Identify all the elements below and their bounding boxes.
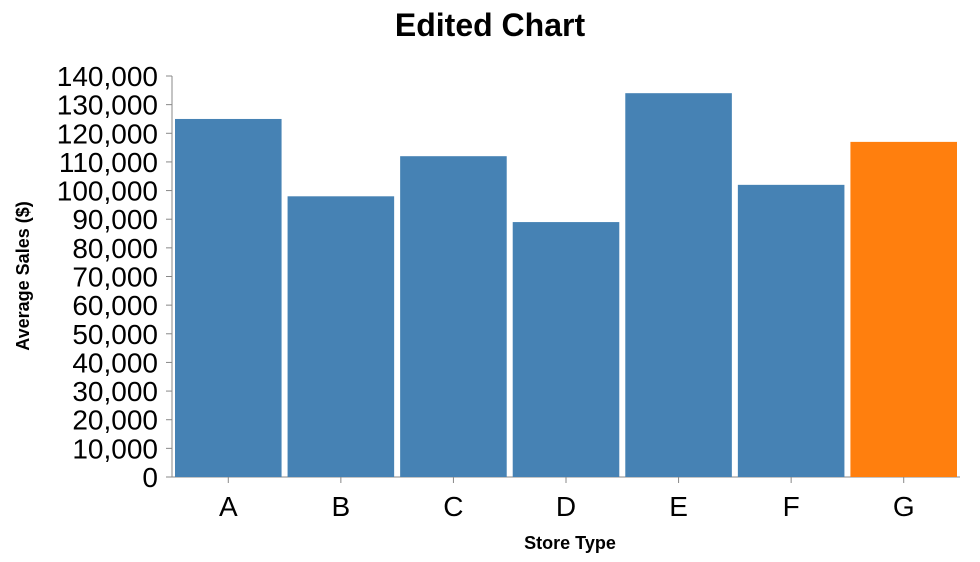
x-tick-label: E	[669, 491, 688, 522]
x-tick-label: B	[332, 491, 351, 522]
x-axis-title: Store Type	[524, 533, 616, 553]
y-tick-label: 0	[142, 462, 158, 493]
x-tick-label: D	[556, 491, 576, 522]
y-tick-label: 110,000	[59, 147, 158, 178]
y-tick-label: 40,000	[72, 347, 158, 378]
bar-f	[737, 184, 845, 478]
y-tick-label: 30,000	[72, 376, 158, 407]
y-tick-label: 120,000	[57, 118, 158, 149]
y-axis-title: Average Sales ($)	[13, 201, 33, 350]
bar-a	[175, 118, 282, 477]
y-tick-label: 90,000	[72, 204, 158, 235]
y-tick-label: 10,000	[72, 433, 158, 464]
x-tick-label: C	[443, 491, 463, 522]
x-tick-label: A	[219, 491, 238, 522]
y-tick-label: 50,000	[72, 319, 158, 350]
x-tick-label: F	[783, 491, 800, 522]
y-tick-label: 60,000	[72, 290, 158, 321]
bar-c	[400, 156, 507, 477]
y-tick-label: 20,000	[72, 405, 158, 436]
y-tick-label: 130,000	[57, 90, 158, 121]
y-tick-label: 100,000	[57, 176, 158, 207]
y-axis: 010,00020,00030,00040,00050,00060,00070,…	[57, 61, 173, 493]
chart-title: Edited Chart	[395, 7, 586, 43]
bars	[175, 93, 957, 478]
bar-g	[850, 141, 957, 477]
bar-d	[512, 222, 620, 477]
x-tick-label: G	[893, 491, 915, 522]
bar-e	[625, 93, 732, 477]
y-tick-label: 80,000	[72, 233, 158, 264]
bar-b	[287, 196, 395, 478]
x-axis: A B C D E F G	[172, 476, 960, 522]
y-tick-label: 140,000	[57, 61, 158, 92]
y-tick-label: 70,000	[72, 262, 158, 293]
